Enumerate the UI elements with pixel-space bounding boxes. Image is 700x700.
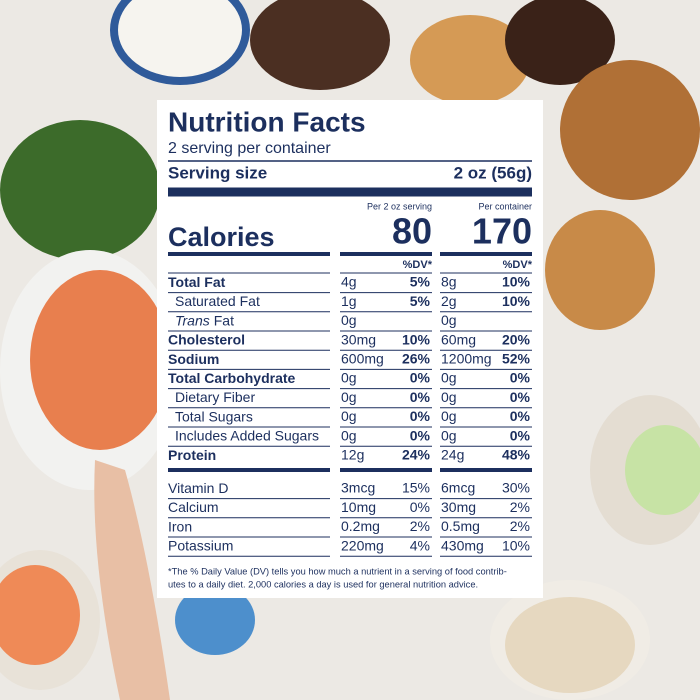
nutrient-name-text: Iron	[168, 518, 192, 534]
nutrient-name-text: Total Fat	[168, 274, 226, 290]
nutrient-name: Vitamin D	[168, 480, 228, 496]
amount: 24g	[441, 447, 464, 463]
daily-value: 26%	[402, 351, 431, 367]
nutrient-name: Includes Added Sugars	[175, 427, 319, 443]
daily-value: 2%	[510, 518, 530, 534]
nutrient-name-text: Cholesterol	[168, 331, 245, 347]
daily-value: 30%	[502, 480, 530, 496]
amount: 30mg	[341, 331, 376, 347]
column-header: Per container	[478, 201, 532, 211]
amount: 12g	[341, 447, 364, 463]
amount: 60mg	[441, 331, 476, 347]
daily-value: 0%	[510, 408, 531, 424]
daily-value: 20%	[502, 331, 531, 347]
nutrient-name: Trans Fat	[175, 312, 234, 328]
nutrient-name-text: Includes Added Sugars	[175, 427, 319, 443]
nutrient-name: Dietary Fiber	[175, 389, 255, 405]
amount: 0g	[341, 370, 357, 386]
amount: 10mg	[341, 499, 376, 515]
amount: 2g	[441, 293, 457, 309]
label-panel	[157, 100, 543, 598]
column-header: Per 2 oz serving	[367, 201, 432, 211]
amount: 6mcg	[441, 480, 475, 496]
nutrient-name-text: Protein	[168, 447, 216, 463]
nutrient-name: Potassium	[168, 537, 233, 553]
daily-value: 0%	[510, 370, 531, 386]
nutrient-name-text: Saturated Fat	[175, 293, 260, 309]
nutrient-name-text: Potassium	[168, 537, 233, 553]
amount: 430mg	[441, 537, 484, 553]
amount: 0g	[341, 427, 357, 443]
daily-value: 0%	[410, 427, 431, 443]
nutrient-name-text: Sodium	[168, 351, 219, 367]
nutrient-name: Saturated Fat	[175, 293, 260, 309]
footnote: *The % Daily Value (DV) tells you how mu…	[168, 566, 507, 576]
amount: 0g	[341, 312, 357, 328]
daily-value: 0%	[410, 389, 431, 405]
amount: 0g	[441, 389, 457, 405]
daily-value: 2%	[510, 499, 530, 515]
daily-value: 24%	[402, 447, 431, 463]
daily-value: 10%	[502, 537, 530, 553]
daily-value: 10%	[502, 293, 531, 309]
daily-value: 5%	[410, 293, 431, 309]
nutrient-name-text: Calcium	[168, 499, 219, 515]
amount: 1g	[341, 293, 357, 309]
daily-value: 15%	[402, 480, 430, 496]
daily-value: 2%	[410, 518, 430, 534]
nutrient-name: Cholesterol	[168, 331, 245, 347]
amount: 4g	[341, 274, 357, 290]
dv-header: %DV*	[503, 259, 533, 271]
daily-value: 0%	[510, 389, 531, 405]
amount: 30mg	[441, 499, 476, 515]
calories-value: 170	[472, 211, 532, 252]
nutrient-name: Iron	[168, 518, 192, 534]
nutrient-name-text: Total Carbohydrate	[168, 370, 296, 386]
daily-value: 10%	[502, 274, 531, 290]
nutrient-name-text: Vitamin D	[168, 480, 228, 496]
amount: 0g	[341, 389, 357, 405]
amount: 8g	[441, 274, 457, 290]
dv-header: %DV*	[403, 259, 433, 271]
nutrient-name-text: Dietary Fiber	[175, 389, 255, 405]
nutrient-name: Total Fat	[168, 274, 226, 290]
daily-value: 0%	[510, 427, 531, 443]
servings: 2 serving per container	[168, 140, 331, 157]
calories-value: 80	[392, 211, 432, 252]
amount: 0g	[441, 408, 457, 424]
amount: 0.2mg	[341, 518, 380, 534]
amount: 1200mg	[441, 351, 492, 367]
amount: 0g	[341, 408, 357, 424]
nutrient-prefix: Trans	[175, 312, 210, 328]
title: Nutrition Facts	[168, 106, 366, 137]
amount: 0g	[441, 427, 457, 443]
daily-value: 5%	[410, 274, 431, 290]
amount: 0g	[441, 370, 457, 386]
nutrient-name: Protein	[168, 447, 216, 463]
daily-value: 10%	[402, 331, 431, 347]
daily-value: 52%	[502, 351, 531, 367]
nutrient-name: Total Sugars	[175, 408, 253, 424]
nutrient-name: Sodium	[168, 351, 219, 367]
daily-value: 0%	[410, 499, 430, 515]
serving-size-value: 2 oz (56g)	[454, 163, 532, 182]
serving-size-label: Serving size	[168, 163, 267, 182]
nutrient-name-text: Fat	[214, 312, 234, 328]
amount: 0g	[441, 312, 457, 328]
calories-label: Calories	[168, 222, 275, 252]
nutrient-name-text: Total Sugars	[175, 408, 253, 424]
nutrient-name: Total Carbohydrate	[168, 370, 296, 386]
daily-value: 0%	[410, 408, 431, 424]
amount: 3mcg	[341, 480, 375, 496]
nutrition-label: Nutrition Facts 2 serving per container Se…	[168, 106, 533, 589]
footnote: utes to a daily diet. 2,000 calories a d…	[168, 579, 478, 589]
nutrient-name: Calcium	[168, 499, 219, 515]
daily-value: 0%	[410, 370, 431, 386]
daily-value: 4%	[410, 537, 430, 553]
amount: 220mg	[341, 537, 384, 553]
daily-value: 48%	[502, 447, 531, 463]
amount: 0.5mg	[441, 518, 480, 534]
amount: 600mg	[341, 351, 384, 367]
